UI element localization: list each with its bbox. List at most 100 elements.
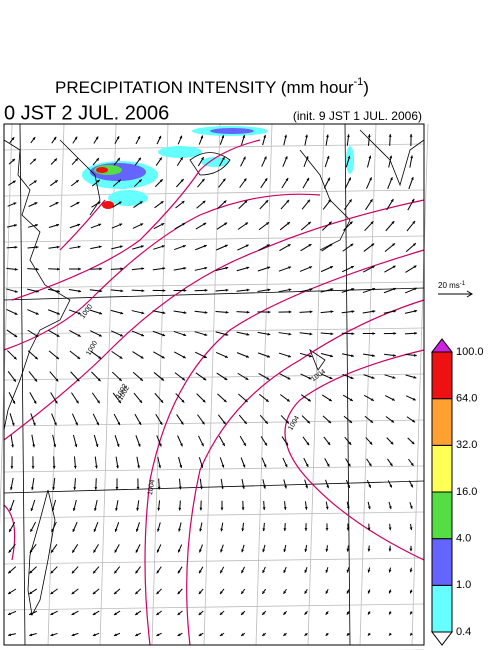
wind-arrow-head xyxy=(200,135,204,139)
wind-arrow-head xyxy=(56,356,59,360)
wind-arrow-head xyxy=(348,177,351,181)
wind-arrow-head xyxy=(304,590,308,594)
wind-arrow-head xyxy=(246,288,250,292)
wind-arrow-head xyxy=(304,632,308,636)
wind-arrow-head xyxy=(329,243,333,247)
wind-arrow-head xyxy=(12,400,16,404)
coastline xyxy=(299,149,351,251)
wind-arrow-head xyxy=(7,612,11,615)
wind-arrow-head xyxy=(156,549,160,553)
wind-arrow-head xyxy=(244,200,248,204)
wind-arrow-head xyxy=(325,548,329,552)
wind-arrow-head xyxy=(409,134,413,137)
precip-area xyxy=(210,128,254,134)
wind-arrow-head xyxy=(349,398,353,401)
wind-arrow-head xyxy=(141,267,145,271)
wind-scale-sup: -1 xyxy=(460,281,466,287)
wind-arrow-head xyxy=(308,376,312,380)
wind-arrow-head xyxy=(50,612,54,615)
colorbar-label: 32.0 xyxy=(456,439,477,451)
map-title: PRECIPITATION INTENSITY (mm hour-1) xyxy=(55,76,369,98)
wind-arrow-head xyxy=(351,288,355,291)
wind-arrow-head xyxy=(53,136,57,140)
wind-arrow-head xyxy=(348,441,352,445)
wind-arrow-head xyxy=(177,633,181,636)
wind-arrow-head xyxy=(266,222,269,225)
wind-arrow-head xyxy=(98,356,102,359)
wind-arrow-head xyxy=(412,243,416,247)
graticule-line xyxy=(3,480,425,494)
wind-arrow-head xyxy=(224,355,228,358)
wind-arrow-head xyxy=(372,354,375,357)
wind-arrow-head xyxy=(9,528,12,532)
wind-arrow-head xyxy=(31,466,35,469)
wind-arrow-head xyxy=(135,591,139,595)
wind-arrow-head xyxy=(179,465,183,468)
wind-arrow-head xyxy=(203,377,207,381)
wind-arrow-head xyxy=(391,397,395,401)
wind-arrow-head xyxy=(29,570,33,574)
wind-arrow-head xyxy=(286,420,289,424)
wind-arrow-head xyxy=(388,527,392,531)
wind-arrow-head xyxy=(241,570,244,574)
wind-arrow-head xyxy=(177,570,181,574)
wind-arrow-head xyxy=(198,612,202,615)
wind-arrow-head xyxy=(56,245,60,249)
isobar xyxy=(144,249,425,646)
isobar-label: 1004 xyxy=(147,479,157,496)
wind-arrow-head xyxy=(262,549,266,553)
graticule-line xyxy=(203,123,221,646)
wind-arrow-head xyxy=(367,590,371,594)
wind-arrow-head xyxy=(54,180,58,184)
wind-arrow-head xyxy=(223,399,227,403)
wind-arrow-head xyxy=(220,591,223,595)
wind-arrow-head xyxy=(137,443,141,447)
wind-arrow-head xyxy=(183,266,187,270)
wind-arrow-head xyxy=(368,484,371,488)
wind-arrow-head xyxy=(12,180,16,184)
wind-arrow-head xyxy=(262,528,266,532)
wind-arrow-head xyxy=(413,265,417,269)
wind-arrow-head xyxy=(224,377,228,380)
isobar xyxy=(3,193,321,351)
wind-arrow-head xyxy=(156,591,160,595)
wind-arrow-head xyxy=(243,178,247,182)
wind-arrow-head xyxy=(346,569,350,573)
wind-arrow-head xyxy=(199,507,203,511)
wind-arrow-head xyxy=(95,136,99,140)
colorbar-segment xyxy=(431,491,453,540)
wind-arrow-head xyxy=(220,507,224,511)
wind-arrow-head xyxy=(241,549,245,553)
wind-arrow-head xyxy=(31,487,34,490)
wind-arrow-head xyxy=(244,399,248,402)
wind-arrow-head xyxy=(11,422,15,426)
wind-arrow-head xyxy=(35,289,39,293)
wind-arrow-head xyxy=(182,355,186,359)
wind-arrow-head xyxy=(265,398,269,402)
wind-arrow-head xyxy=(198,591,202,595)
graticule-line xyxy=(307,123,325,646)
wind-arrow-head xyxy=(75,422,78,426)
isobar xyxy=(59,199,106,251)
wind-arrow-head xyxy=(393,287,396,291)
wind-arrow-head xyxy=(287,376,291,380)
wind-arrow-head xyxy=(346,134,350,138)
wind-arrow-head xyxy=(199,570,202,574)
wind-arrow-head xyxy=(55,378,59,382)
wind-arrow-head xyxy=(284,156,288,160)
wind-arrow-head xyxy=(180,443,183,447)
coastline xyxy=(59,139,101,216)
wind-arrow-head xyxy=(388,590,392,594)
wind-arrow-head xyxy=(326,155,330,159)
wind-arrow-head xyxy=(309,354,312,358)
colorbar-label: 64.0 xyxy=(456,393,477,405)
wind-arrow-head xyxy=(204,288,208,292)
wind-arrow-head xyxy=(351,354,354,358)
wind-arrow-head xyxy=(328,420,332,424)
wind-arrow-head xyxy=(305,485,308,489)
wind-arrow-head xyxy=(305,463,309,467)
wind-arrow-head xyxy=(325,611,329,615)
wind-arrow-head xyxy=(414,353,417,357)
wind-arrow-head xyxy=(135,612,139,615)
wind-arrow-head xyxy=(35,245,39,249)
